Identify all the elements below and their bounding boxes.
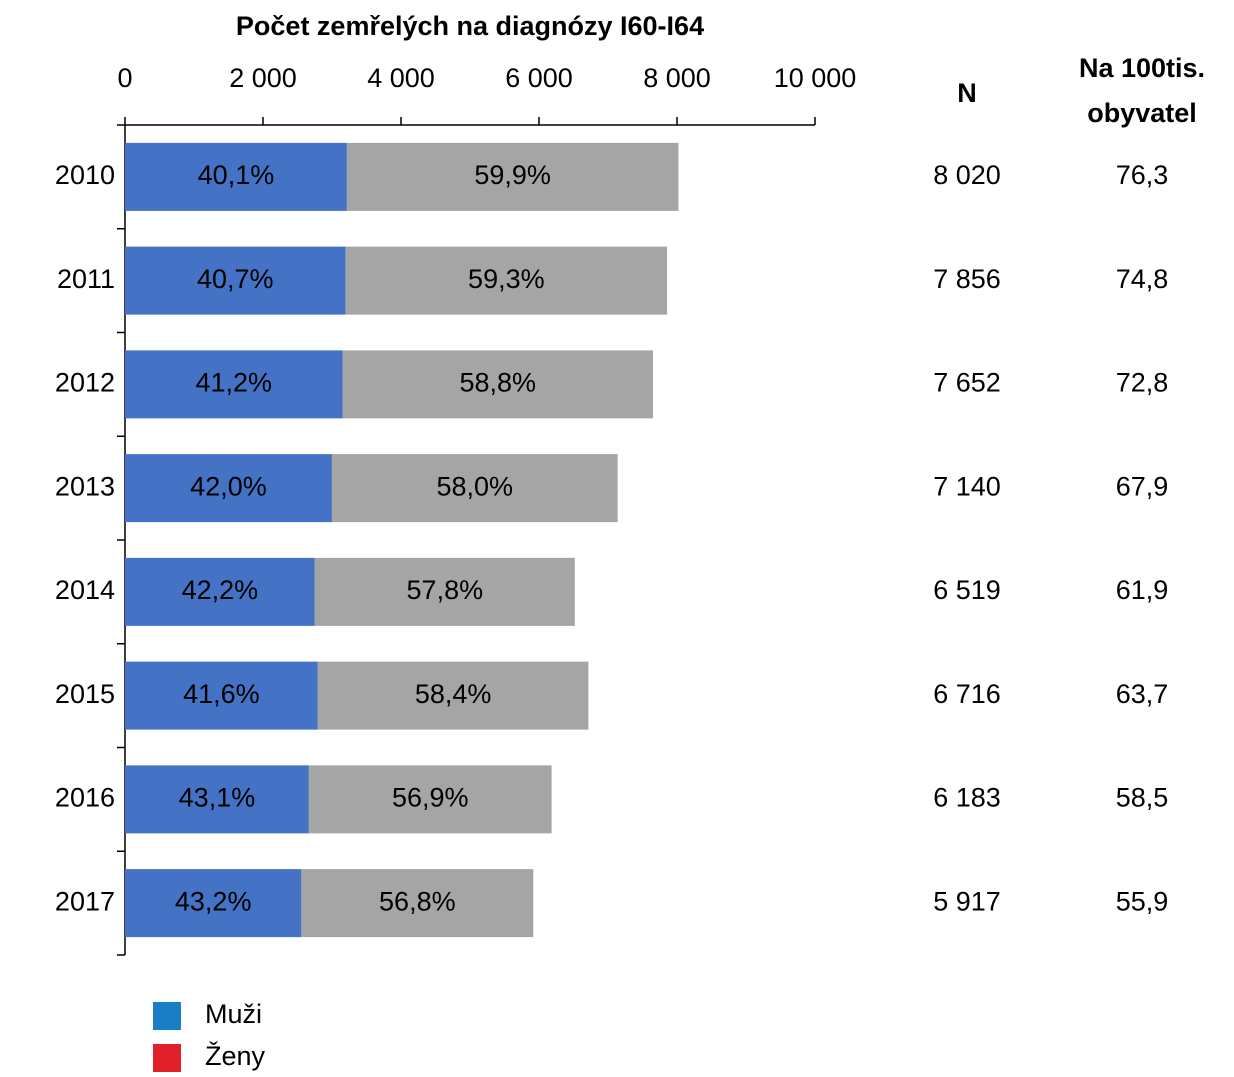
bar-segment (125, 142, 347, 211)
y-tick-label: 2016 (55, 783, 115, 813)
value-label: 42,0% (190, 471, 267, 501)
x-tick-label: 8 000 (643, 63, 711, 93)
bar-segment (125, 246, 346, 315)
table-header: obyvatel (1087, 98, 1197, 128)
bar-segment (308, 765, 552, 834)
table-cell: 76,3 (1116, 160, 1169, 190)
table-cell: 67,9 (1116, 471, 1169, 501)
bar-segment (314, 557, 575, 626)
bar-segment (317, 661, 589, 730)
y-tick-label: 2011 (57, 264, 115, 294)
table-cell: 6 183 (933, 783, 1001, 813)
value-label: 41,6% (183, 679, 260, 709)
table-cell: 55,9 (1116, 886, 1169, 916)
y-tick-label: 2012 (55, 368, 115, 398)
y-tick-label: 2010 (55, 160, 115, 190)
table-cell: 7 652 (933, 368, 1001, 398)
value-label: 40,7% (197, 264, 274, 294)
value-label: 43,1% (179, 783, 256, 813)
bar-segment (125, 869, 302, 938)
y-tick-label: 2015 (55, 679, 115, 709)
value-label: 59,3% (468, 264, 545, 294)
table-cell: 58,5 (1116, 783, 1169, 813)
x-tick-label: 6 000 (505, 63, 573, 93)
x-tick-label: 0 (117, 63, 132, 93)
bar-segment (125, 557, 315, 626)
table-cell: 8 020 (933, 160, 1001, 190)
bar-segment (125, 765, 309, 834)
bar-segment (125, 454, 332, 523)
bar-segment (125, 661, 318, 730)
table-header: N (957, 78, 977, 108)
value-label: 42,2% (182, 575, 259, 605)
bar-segment (301, 869, 534, 938)
legend-label: Ženy (205, 1040, 266, 1071)
bar-segment (345, 246, 668, 315)
table-cell: 5 917 (933, 886, 1001, 916)
table-cell: 61,9 (1116, 575, 1169, 605)
y-tick-label: 2013 (55, 471, 115, 501)
chart-title: Počet zemřelých na diagnózy I60-I64 (236, 11, 704, 41)
bar-segment (346, 142, 679, 211)
table-cell: 63,7 (1116, 679, 1169, 709)
y-tick-label: 2014 (55, 575, 115, 605)
x-tick-label: 4 000 (367, 63, 435, 93)
table-cell: 74,8 (1116, 264, 1169, 294)
table-header: Na 100tis. (1079, 53, 1205, 83)
table-cell: 7 140 (933, 471, 1001, 501)
value-label: 43,2% (175, 886, 252, 916)
legend-swatch (153, 1044, 181, 1072)
legend-swatch (153, 1002, 181, 1030)
bar-segment (342, 350, 653, 419)
value-label: 58,8% (459, 368, 536, 398)
x-tick-label: 2 000 (229, 63, 297, 93)
x-tick-label: 10 000 (774, 63, 857, 93)
table-cell: 72,8 (1116, 368, 1169, 398)
value-label: 40,1% (198, 160, 275, 190)
table-cell: 7 856 (933, 264, 1001, 294)
bar-segment (125, 350, 343, 419)
table-cell: 6 716 (933, 679, 1001, 709)
value-label: 58,0% (437, 471, 514, 501)
bar-segment (331, 454, 618, 523)
value-label: 41,2% (195, 368, 272, 398)
y-tick-label: 2017 (55, 886, 115, 916)
value-label: 56,9% (392, 783, 469, 813)
value-label: 58,4% (415, 679, 492, 709)
legend-label: Muži (205, 999, 262, 1029)
table-cell: 6 519 (933, 575, 1001, 605)
value-label: 56,8% (379, 886, 456, 916)
value-label: 59,9% (474, 160, 551, 190)
value-label: 57,8% (407, 575, 484, 605)
